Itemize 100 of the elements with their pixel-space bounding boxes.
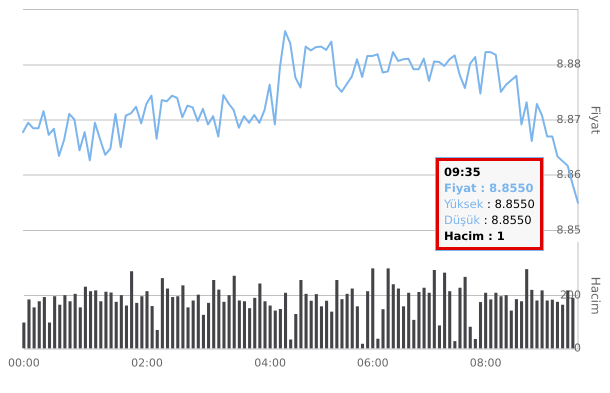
bar xyxy=(330,312,334,348)
bar xyxy=(432,270,436,348)
bar xyxy=(32,307,36,348)
bar xyxy=(417,292,420,348)
y-tick-label: 8.88 xyxy=(556,58,581,71)
y-tick-label: 8.85 xyxy=(556,223,581,236)
bar xyxy=(228,295,231,348)
bar xyxy=(535,300,538,348)
bar xyxy=(360,344,364,348)
bar xyxy=(340,299,344,348)
bar xyxy=(242,301,246,348)
x-tick-label: 04:00 xyxy=(254,356,286,370)
bar xyxy=(530,290,534,348)
bar xyxy=(546,300,549,348)
bar xyxy=(84,286,87,348)
bar xyxy=(104,292,108,348)
bar xyxy=(371,268,374,348)
bar xyxy=(38,301,41,348)
bar xyxy=(478,302,482,348)
bar xyxy=(428,292,431,348)
bar xyxy=(171,297,174,348)
bar xyxy=(561,304,564,348)
bar xyxy=(268,306,272,348)
bar xyxy=(160,278,164,348)
bar xyxy=(386,268,390,348)
bar xyxy=(166,288,170,348)
bar xyxy=(238,300,241,348)
bar xyxy=(412,320,416,348)
bar xyxy=(525,269,528,348)
bar xyxy=(263,301,267,348)
bar xyxy=(392,284,395,348)
bar xyxy=(299,280,302,348)
bar xyxy=(540,290,544,348)
bar xyxy=(278,308,282,348)
bar xyxy=(571,298,574,348)
x-tick-label: 00:00 xyxy=(8,356,40,370)
bar xyxy=(284,292,288,348)
bar xyxy=(135,302,138,348)
bar xyxy=(124,306,128,348)
bar xyxy=(63,295,66,348)
bar xyxy=(156,330,159,348)
bar xyxy=(438,325,441,348)
x-tick-label: 02:00 xyxy=(131,356,163,370)
bar xyxy=(130,271,134,348)
bar xyxy=(350,288,354,348)
bar xyxy=(176,296,180,348)
bar xyxy=(484,292,488,348)
bar xyxy=(181,285,184,348)
bar xyxy=(396,288,400,348)
bar xyxy=(192,300,195,348)
bar xyxy=(314,294,318,348)
bar xyxy=(232,276,236,348)
bar xyxy=(74,294,77,348)
bar xyxy=(325,300,328,348)
bar xyxy=(448,291,452,348)
bar xyxy=(145,291,149,348)
bar xyxy=(346,294,349,348)
bar xyxy=(499,296,503,348)
bar xyxy=(474,338,477,348)
bar xyxy=(248,308,252,348)
bar xyxy=(468,326,472,348)
bar xyxy=(356,306,359,348)
bar xyxy=(58,304,62,348)
bar xyxy=(253,298,256,348)
x-tick-label: 06:00 xyxy=(356,356,389,370)
annotation: 09:35 Fiyat : 8.8550 Yüksek : 8.8550 Düşük : 8.8550 Hacim : 1 xyxy=(444,164,535,244)
bar xyxy=(48,322,52,348)
bar xyxy=(196,294,200,348)
bar xyxy=(304,294,308,348)
bar xyxy=(514,299,518,348)
bar xyxy=(274,310,277,348)
bar xyxy=(202,314,205,348)
x-tick-label: 08:00 xyxy=(470,356,502,370)
bar xyxy=(402,306,406,348)
bar xyxy=(556,302,560,348)
bar xyxy=(504,295,508,348)
bar xyxy=(78,307,82,348)
bar xyxy=(376,338,380,348)
bar xyxy=(494,292,498,348)
bar xyxy=(320,306,323,348)
y-tick-label: 0 xyxy=(574,342,581,355)
bar xyxy=(489,299,492,348)
bar xyxy=(207,302,210,348)
bar xyxy=(42,297,46,348)
bar xyxy=(289,340,292,348)
bar xyxy=(310,300,313,348)
bar xyxy=(110,292,113,348)
bar xyxy=(186,307,190,348)
bar xyxy=(366,291,370,348)
bar xyxy=(150,306,154,348)
bar xyxy=(407,292,410,348)
bar xyxy=(212,280,216,348)
bar xyxy=(458,288,462,348)
bar xyxy=(422,288,426,348)
bar xyxy=(258,283,262,348)
bar xyxy=(27,299,31,348)
bar xyxy=(453,341,456,348)
bar xyxy=(217,290,220,348)
bar xyxy=(443,272,446,348)
bar xyxy=(294,314,298,348)
